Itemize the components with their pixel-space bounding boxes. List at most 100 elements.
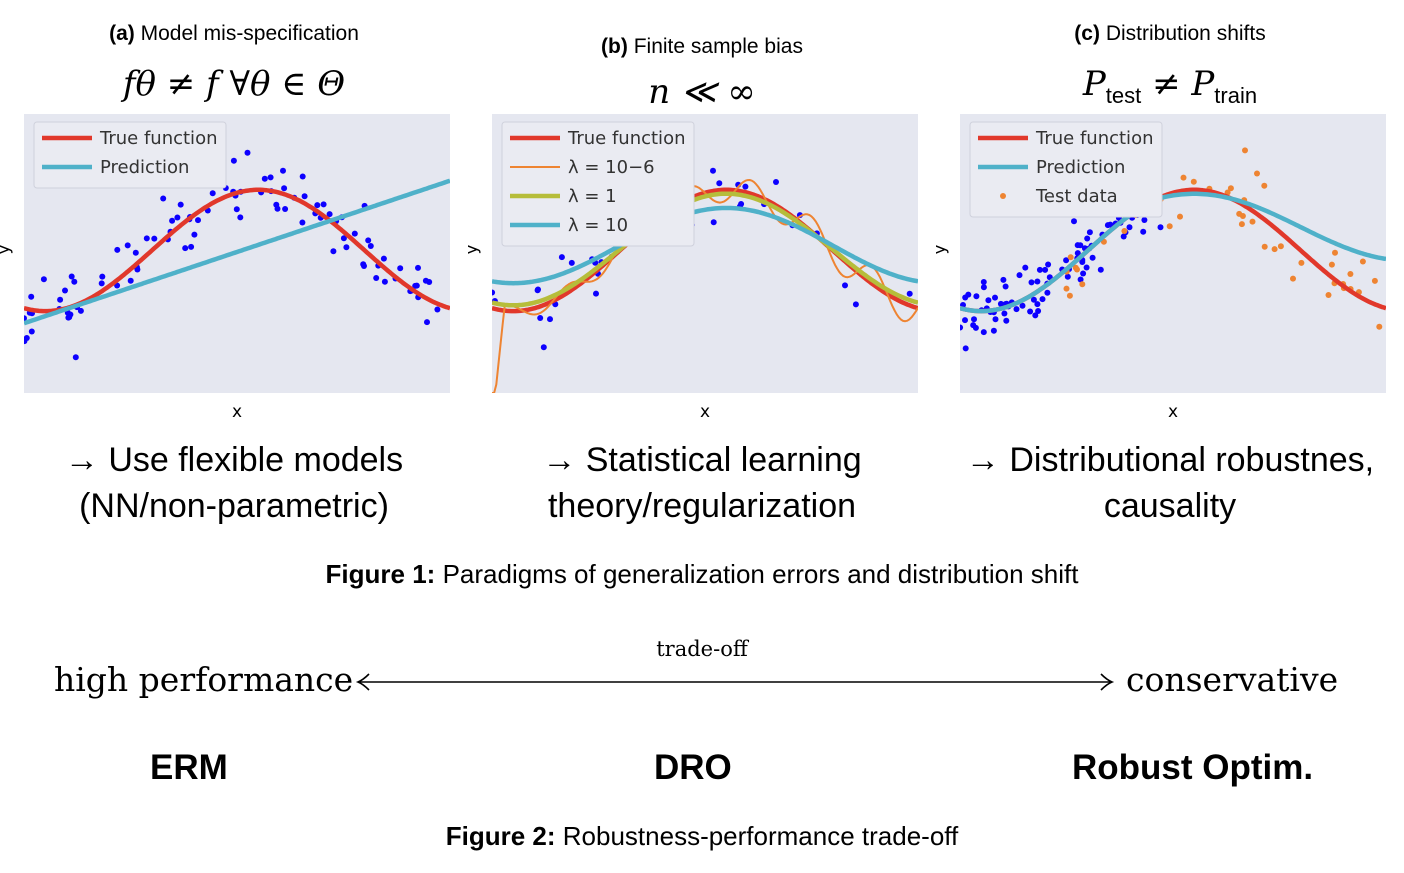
train-point xyxy=(127,277,134,284)
test-point xyxy=(1242,147,1248,154)
tradeoff-arrow xyxy=(355,673,1115,691)
panel-c-formula-p1: P xyxy=(1082,64,1106,104)
train-point xyxy=(1086,229,1093,236)
train-point xyxy=(160,195,167,202)
train-point xyxy=(1016,272,1023,279)
test-point xyxy=(1261,182,1268,189)
figure2-caption-text: Robustness-performance trade-off xyxy=(562,821,959,851)
train-point xyxy=(1126,224,1133,231)
panel-b-takeaway-line2: theory/regularization xyxy=(547,487,857,525)
tradeoff-left: high performance xyxy=(54,660,354,699)
figure2-caption-label: Figure 2: xyxy=(445,821,556,851)
test-point xyxy=(1332,249,1338,256)
train-point xyxy=(330,248,337,255)
legend-label: Prediction xyxy=(1036,157,1125,178)
train-point xyxy=(973,293,980,300)
test-point xyxy=(1180,174,1187,181)
test-point xyxy=(1290,275,1296,282)
train-point xyxy=(710,219,717,226)
prediction-line xyxy=(960,191,1386,314)
panel-c-formula-sub1: test xyxy=(1105,82,1142,108)
train-point xyxy=(28,293,35,300)
train-point xyxy=(68,273,75,280)
test-point xyxy=(1166,223,1173,230)
method-erm: ERM xyxy=(150,748,228,787)
test-point xyxy=(1328,261,1335,268)
train-point xyxy=(143,235,150,242)
train-point xyxy=(1002,283,1009,290)
train-point xyxy=(980,329,987,336)
panel-a: (a) Model mis-specification fθ ≠ f ∀θ ∈ … xyxy=(0,0,468,530)
x-axis-label: x xyxy=(700,402,710,422)
train-point xyxy=(568,259,575,266)
panel-c-takeaway-line1: → Distributional robustnes, xyxy=(965,441,1375,479)
train-point xyxy=(1080,270,1087,277)
panel-c-takeaway: → Distributional robustnes, causality xyxy=(936,437,1404,529)
y-axis-label: y xyxy=(936,244,950,254)
legend-box xyxy=(501,121,695,247)
train-point xyxy=(492,289,496,296)
panel-a-takeaway-line1: → Use flexible models xyxy=(64,441,404,479)
test-point xyxy=(1190,178,1197,185)
train-point xyxy=(301,193,308,200)
train-point xyxy=(281,185,288,192)
panel-c: (c) Distribution shifts Ptest ≠ Ptrain x… xyxy=(936,0,1404,530)
panel-b: (b) Finite sample bias n ≪ ∞ x y True func… xyxy=(468,0,936,530)
train-point xyxy=(57,296,64,303)
train-point-group xyxy=(960,176,1164,352)
train-point xyxy=(1035,308,1042,314)
train-point xyxy=(1044,289,1051,296)
train-point xyxy=(177,201,184,208)
panel-c-title-text: Distribution shifts xyxy=(1105,22,1266,45)
train-point xyxy=(24,315,27,322)
panel-c-label: (c) xyxy=(1074,22,1100,45)
train-point xyxy=(852,301,859,308)
train-point xyxy=(972,324,979,331)
y-axis-label: y xyxy=(0,244,14,254)
panel-a-label: (a) xyxy=(109,22,135,45)
test-point xyxy=(1371,277,1378,284)
panel-c-formula-rel: ≠ xyxy=(1152,64,1181,104)
test-point xyxy=(1376,323,1383,330)
panel-c-takeaway-line2: causality xyxy=(1103,487,1237,525)
train-point xyxy=(244,149,251,156)
train-point xyxy=(1063,257,1070,264)
train-point xyxy=(1030,296,1037,303)
tradeoff-right: conservative xyxy=(1126,660,1339,699)
train-point xyxy=(1140,228,1147,235)
train-point xyxy=(373,275,380,281)
train-point xyxy=(361,263,367,269)
panel-b-label: (b) xyxy=(601,35,628,58)
figure2-caption: Figure 2: Robustness-performance trade-o… xyxy=(0,821,1404,852)
train-point xyxy=(320,201,327,208)
figure1-caption: Figure 1: Paradigms of generalization er… xyxy=(0,559,1404,590)
train-point xyxy=(397,265,404,272)
legend-label: λ = 10 xyxy=(568,215,628,236)
panel-c-formula: Ptest ≠ Ptrain xyxy=(936,64,1404,109)
train-point xyxy=(1036,266,1043,273)
train-point xyxy=(558,254,565,261)
test-point xyxy=(1277,243,1284,250)
test-point xyxy=(1298,259,1305,266)
train-point xyxy=(1022,264,1029,271)
panel-a-formula: fθ ≠ f ∀θ ∈ Θ xyxy=(122,64,346,104)
train-point xyxy=(1027,308,1034,315)
train-point xyxy=(191,231,198,238)
train-point xyxy=(233,206,240,213)
train-point xyxy=(1157,224,1164,231)
train-point xyxy=(188,243,195,250)
test-point xyxy=(1347,271,1354,277)
test-point xyxy=(1063,285,1070,292)
panel-a-takeaway: → Use flexible models (NN/non-parametric… xyxy=(0,437,468,529)
panel-b-takeaway-line1: → Statistical learning xyxy=(542,441,862,479)
train-point xyxy=(1089,254,1096,261)
x-axis-label: x xyxy=(232,402,242,422)
lambda-one-line xyxy=(492,191,918,308)
panel-b-plot: x y True function λ = 10−6 λ = 1 λ = 10 xyxy=(468,114,918,422)
train-point xyxy=(124,242,131,249)
train-point xyxy=(960,324,964,331)
train-point xyxy=(1045,261,1052,268)
legend-label: Test data xyxy=(1035,186,1118,207)
train-point xyxy=(842,282,848,289)
train-point xyxy=(537,315,544,321)
